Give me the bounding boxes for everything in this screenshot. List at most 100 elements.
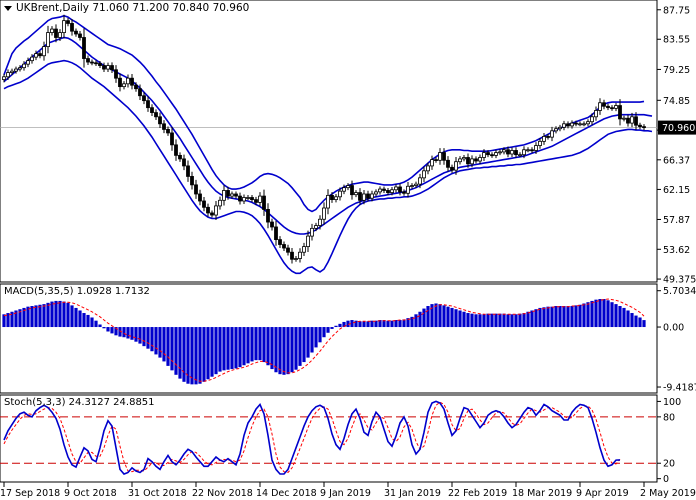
macd-histogram-bar [314, 327, 318, 348]
bollinger-lower-line [3, 59, 653, 275]
symbol-info: UKBrent,Daily 71.060 71.200 70.840 70.96… [4, 2, 249, 14]
candle-body [222, 190, 226, 201]
candle-body [70, 23, 74, 32]
macd-histogram-bar [166, 327, 170, 366]
candle-body [278, 239, 282, 245]
candle-body [546, 136, 550, 138]
price-axis-tick-label: 79.25 [663, 65, 690, 76]
candle-body [582, 123, 586, 126]
macd-histogram-bar [518, 313, 522, 328]
macd-histogram-bar [330, 327, 334, 329]
candle-body [614, 105, 618, 109]
candle-body [246, 197, 250, 199]
candle-body [338, 190, 342, 198]
macd-histogram-bar [254, 327, 258, 361]
candle-body [502, 149, 506, 153]
macd-histogram-bar [358, 321, 362, 328]
macd-histogram-bar [142, 327, 146, 347]
macd-histogram-bar [326, 327, 330, 333]
candle-body [130, 77, 134, 86]
candle-body [346, 185, 350, 189]
candle-body [550, 130, 554, 138]
macd-histogram-bar [586, 302, 590, 328]
macd-histogram-bar [186, 327, 190, 384]
macd-histogram-bar [258, 327, 262, 361]
candle-body [178, 154, 182, 160]
time-axis-tick-label: 31 Jan 2019 [384, 488, 441, 499]
macd-histogram-bar [490, 313, 494, 328]
macd-histogram-bar [482, 314, 486, 328]
candle-body [270, 221, 274, 228]
candle-body [410, 185, 414, 187]
candle-body [98, 63, 102, 66]
stoch-panel: 100 80 20 0 Stoch(5,3,3) 24.3127 24.8851 [0, 394, 681, 485]
macd-histogram-bar [106, 327, 110, 332]
macd-histogram-bar [266, 327, 270, 366]
macd-histogram-bar [634, 315, 638, 328]
macd-histogram-bar [530, 310, 534, 328]
macd-histogram-bar [570, 306, 574, 328]
macd-histogram-bar [42, 304, 46, 328]
macd-axis-tick-label: 0.00 [663, 323, 684, 334]
candle-body [518, 154, 522, 157]
candle-body [570, 122, 574, 127]
candle-body [142, 95, 146, 102]
macd-histogram-bar [302, 327, 306, 363]
macd-histogram-bar [10, 311, 14, 328]
macd-histogram-bar [334, 325, 338, 328]
candle-body [562, 123, 566, 128]
macd-histogram-bar [214, 327, 218, 375]
dropdown-triangle-icon[interactable] [4, 6, 12, 11]
symbol-ohlc-label: UKBrent,Daily 71.060 71.200 70.840 70.96… [16, 2, 249, 14]
macd-histogram-bar [450, 307, 454, 328]
macd-histogram-bar [342, 321, 346, 328]
macd-histogram-bar [606, 300, 610, 328]
macd-histogram-bar [410, 316, 414, 328]
candle-body [514, 150, 518, 156]
candle-body [374, 191, 378, 195]
candle-body [298, 251, 302, 259]
candle-body [494, 152, 498, 156]
macd-histogram-bar [438, 304, 442, 328]
candle-body [186, 165, 190, 177]
candle-body [214, 205, 218, 216]
macd-histogram-bar [558, 306, 562, 328]
time-axis-tick-label: 22 Feb 2019 [448, 488, 507, 499]
candle-body [38, 53, 42, 57]
macd-histogram-bar [242, 327, 246, 366]
macd-histogram-bar [630, 313, 634, 328]
stoch-axis-tick-label: 100 [663, 397, 681, 408]
candle-body [286, 247, 290, 253]
macd-histogram-bar [622, 307, 626, 328]
macd-histogram-bar [502, 313, 506, 328]
macd-histogram-bar [62, 301, 66, 328]
candle-body [578, 123, 582, 126]
macd-histogram-bar [506, 314, 510, 328]
macd-histogram-bar [274, 327, 278, 373]
time-axis-tick-label: 2 May 2019 [640, 488, 696, 499]
macd-histogram-bar [26, 306, 30, 328]
macd-histogram-bar [290, 327, 294, 373]
candle-body [474, 158, 478, 162]
candle-body [590, 116, 594, 123]
candle-body [150, 107, 154, 113]
price-axis-tick-label: 74.85 [663, 96, 690, 107]
macd-histogram-bar [226, 327, 230, 370]
macd-histogram-bar [182, 327, 186, 382]
candle-body [258, 195, 262, 203]
macd-histogram-bar [22, 307, 26, 328]
candle-body [322, 207, 326, 220]
candle-body [242, 197, 246, 202]
candle-body [526, 149, 530, 152]
candle-body [530, 149, 534, 152]
candle-body [426, 165, 430, 172]
candle-body [238, 195, 242, 202]
stoch-axis-tick-label: 20 [663, 459, 675, 470]
macd-histogram-bar [430, 304, 434, 328]
macd-histogram-bar [270, 327, 274, 370]
candle-body [574, 122, 578, 125]
macd-histogram-bar [126, 327, 130, 339]
candle-body [14, 68, 18, 72]
macd-histogram-bar [246, 327, 250, 364]
macd-histogram-bar [18, 309, 22, 328]
